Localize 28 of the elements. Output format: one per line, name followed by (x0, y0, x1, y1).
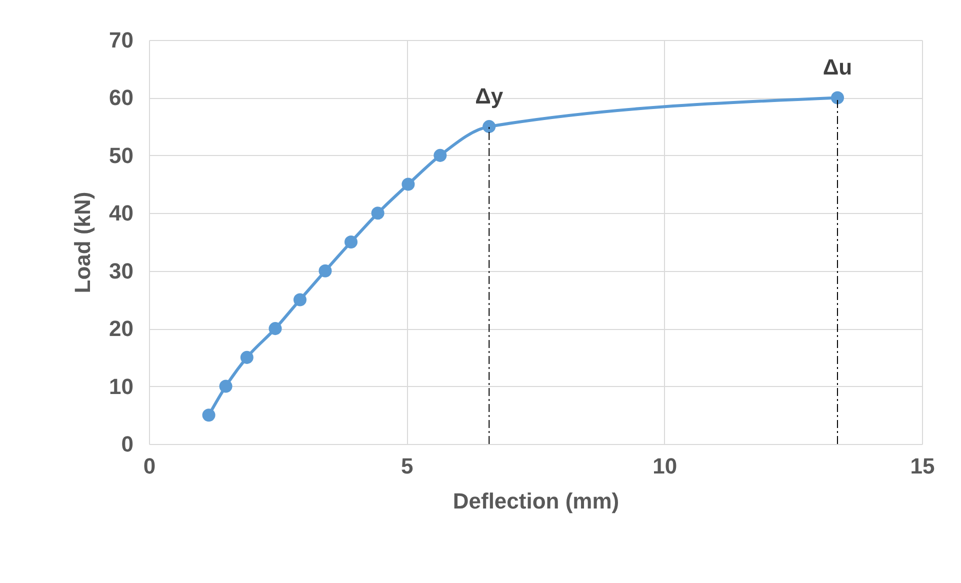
point (268, 322, 282, 336)
y-tick-label: 40 (109, 200, 134, 226)
annotation: Δy (475, 84, 504, 109)
annotation: Δu (822, 54, 852, 80)
point (434, 148, 447, 162)
y-tick-label: 10 (109, 374, 134, 399)
point (293, 293, 307, 306)
y-tick-label: 60 (109, 85, 134, 110)
point (240, 350, 254, 364)
point (402, 178, 415, 191)
x-tick-label: 10 (652, 454, 678, 478)
y-tick-label: 50 (109, 142, 134, 168)
point (344, 235, 358, 249)
x-tick-label: 15 (910, 454, 935, 478)
point (318, 264, 332, 278)
y-axis-title: Load (kN) (70, 192, 96, 294)
point (219, 380, 232, 393)
point (830, 91, 844, 104)
point (371, 206, 384, 220)
x-axis-title: Deflection (mm) (452, 488, 620, 514)
point (202, 408, 216, 422)
x-tick-label: 0 (143, 454, 156, 478)
x-tick-label: 5 (401, 454, 414, 478)
y-tick-label: 0 (121, 432, 134, 456)
y-tick-label: 20 (109, 316, 134, 342)
y-tick-label: 70 (109, 28, 134, 52)
y-tick-label: 30 (109, 258, 134, 284)
point (482, 120, 496, 134)
